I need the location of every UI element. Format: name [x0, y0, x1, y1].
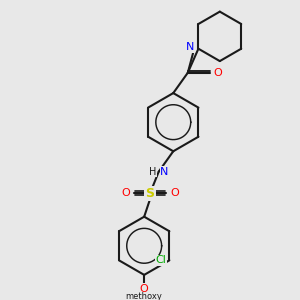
- Text: Cl: Cl: [156, 255, 167, 265]
- Text: S: S: [146, 187, 154, 200]
- Text: O: O: [140, 284, 148, 294]
- Text: N: N: [186, 42, 194, 52]
- Text: O: O: [121, 188, 130, 198]
- Text: O: O: [213, 68, 222, 78]
- Text: N: N: [160, 167, 169, 177]
- Text: O: O: [170, 188, 179, 198]
- Text: methoxy: methoxy: [126, 292, 163, 300]
- Text: H: H: [149, 167, 156, 177]
